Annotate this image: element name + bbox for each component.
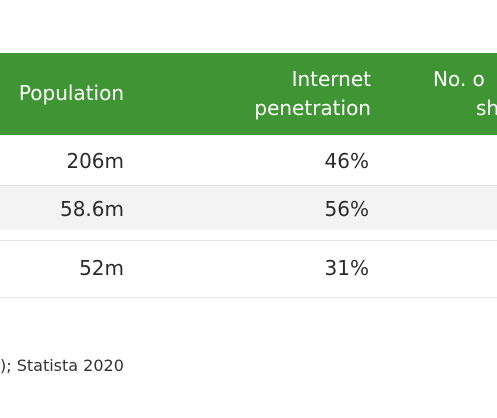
row-divider (0, 185, 497, 186)
header-shoppers-line2: sh (476, 96, 497, 120)
cell-population: 206m (66, 149, 124, 173)
cell-internet-penetration: 46% (324, 149, 369, 173)
cell-internet-penetration: 56% (324, 197, 369, 221)
cell-internet-penetration: 31% (324, 256, 369, 280)
header-population: Population (18, 81, 124, 105)
header-internet-line2: penetration (254, 96, 371, 120)
source-note: ); Statista 2020 (0, 356, 124, 375)
cell-population: 58.6m (59, 197, 124, 221)
cell-population: 52m (79, 256, 124, 280)
table-row: 52m 31% (0, 241, 497, 285)
row-divider (0, 297, 497, 298)
row-divider (0, 240, 497, 241)
header-shoppers-line1: No. o (433, 67, 485, 91)
table-row: 206m 46% (0, 139, 497, 183)
table-row: 58.6m 56% (0, 186, 497, 230)
header-internet-line1: Internet (291, 67, 371, 91)
table-header: Population Internet penetration No. o sh (0, 53, 497, 135)
